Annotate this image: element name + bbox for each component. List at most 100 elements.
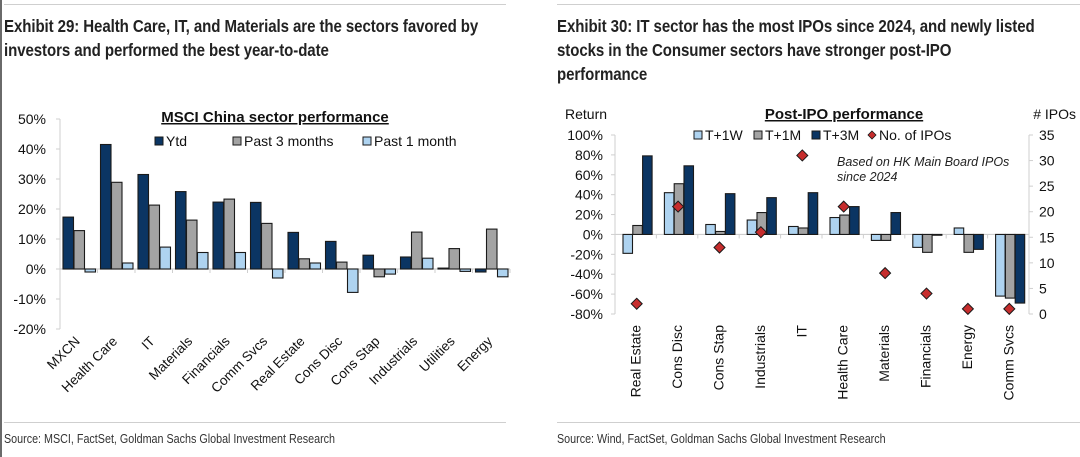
bar-past-3-months-materials <box>185 219 198 270</box>
annotation-line-1: Based on HK Main Board IPOs <box>837 155 1009 169</box>
post-ipo-performance-chart: Return # IPOs Post-IPO performance T+1W T… <box>565 106 1076 401</box>
legend: T+1W T+1M T+3M No. of IPOs <box>693 127 951 143</box>
y-tick-label: 0% <box>26 261 46 277</box>
ipo-count-marker-energy <box>961 302 975 316</box>
bar-t-3m-health-care <box>849 206 860 235</box>
chart-title: Post-IPO performance <box>765 106 923 123</box>
exhibit-30-title-line-3: performance <box>557 64 648 84</box>
x-tick-label: Comm Svcs <box>1000 325 1016 400</box>
x-tick-label: Materials <box>876 325 892 382</box>
x-tick-label: IT <box>139 334 158 353</box>
exhibit-30-title-line-1: Exhibit 30: IT sector has the most IPOs … <box>557 16 1035 36</box>
bar-ytd-real-estate <box>287 231 300 270</box>
x-tick-label: Energy <box>959 325 975 369</box>
ipo-count-marker-materials <box>878 266 892 280</box>
y-tick-label: -10% <box>13 291 46 307</box>
bar-past-1-month-utilities <box>459 268 472 272</box>
legend-label-past-1-month: Past 1 month <box>374 133 457 149</box>
y2-tick-label: 15 <box>1039 229 1055 245</box>
x-tick-label: Industrials <box>752 325 768 389</box>
bar-past-1-month-mxcn <box>84 268 97 273</box>
exhibit-30-panel: Exhibit 30: IT sector has the most IPOs … <box>557 0 1080 457</box>
ipo-count-marker-comm-svcs <box>1003 302 1016 316</box>
y-tick-label: 10% <box>18 231 46 247</box>
annotation-line-2: since 2024 <box>837 170 898 184</box>
bar-t-1w-financials <box>912 233 923 248</box>
exhibit-29-title-line-1: Exhibit 29: Health Care, IT, and Materia… <box>4 16 479 36</box>
x-tick-label: Utilities <box>416 333 458 375</box>
bar-past-1-month-energy <box>496 268 509 278</box>
bar-ytd-materials <box>174 191 187 270</box>
y-tick-label: -80% <box>570 306 603 322</box>
bar-t-3m-cons-disc <box>683 165 695 235</box>
bar-t-1w-comm-svcs <box>995 233 1006 297</box>
exhibit-30-source: Source: Wind, FactSet, Goldman Sachs Glo… <box>557 432 886 446</box>
bar-past-3-months-comm-svcs <box>260 222 273 270</box>
bar-past-1-month-real-estate <box>309 262 322 270</box>
bar-t-3m-industrials <box>766 197 777 235</box>
x-tick-label: Real Estate <box>628 325 644 398</box>
y-tick-label: -40% <box>570 266 603 282</box>
legend-label-ytd: Ytd <box>166 133 187 149</box>
y2-tick-label: 5 <box>1039 280 1047 296</box>
bar-t-1m-materials <box>880 233 892 241</box>
y-axis-right: 35 30 25 20 15 10 5 0 <box>1028 127 1055 322</box>
ipo-count-marker-financials <box>920 287 933 300</box>
bar-past-1-month-cons-disc <box>346 268 359 293</box>
bar-ytd-mxcn <box>62 216 75 270</box>
ipo-count-marker-real-estate <box>630 297 643 310</box>
bottom-divider <box>557 422 1080 423</box>
y2-tick-label: 30 <box>1039 153 1055 169</box>
ipo-count-marker-cons-disc <box>671 200 685 213</box>
bar-past-3-months-utilities <box>448 248 461 270</box>
x-tick-label: Financials <box>918 325 934 388</box>
y2-tick-label: 35 <box>1039 127 1055 143</box>
bar-t-3m-comm-svcs <box>1014 233 1026 304</box>
exhibit-29-source: Source: MSCI, FactSet, Goldman Sachs Glo… <box>4 432 336 446</box>
bar-t-1w-it <box>788 225 799 235</box>
y-tick-label: 0% <box>583 226 603 242</box>
x-tick-label: IT <box>793 325 809 338</box>
bar-t-3m-financials <box>931 233 943 236</box>
bar-past-3-months-cons-stap <box>373 268 386 278</box>
legend-label-t-1w: T+1W <box>705 127 744 143</box>
legend-label-past-3-months: Past 3 months <box>244 133 334 149</box>
bar-t-1w-health-care <box>829 216 841 235</box>
bar-t-1m-real-estate <box>632 224 643 235</box>
top-divider <box>557 4 1080 5</box>
bar-ytd-health-care <box>99 143 112 270</box>
bar-past-1-month-materials <box>196 251 209 270</box>
ipo-count-marker-it <box>796 149 809 162</box>
bar-past-3-months-it <box>148 204 161 270</box>
y-axis: 50% 40% 30% 20% 10% 0% -10% -20% <box>13 111 511 337</box>
bar-t-1m-health-care <box>839 214 850 235</box>
bar-t-1m-comm-svcs <box>1004 233 1016 299</box>
y-tick-label: -20% <box>570 246 603 262</box>
bar-t-3m-real-estate <box>642 155 653 235</box>
bars <box>62 143 509 293</box>
bar-past-1-month-industrials <box>421 257 434 270</box>
bar-past-1-month-comm-svcs <box>271 268 284 279</box>
y2-tick-label: 0 <box>1039 306 1047 322</box>
y-tick-label: 60% <box>575 167 603 183</box>
bar-past-3-months-mxcn <box>73 230 86 270</box>
legend-swatch-t-3m <box>811 130 821 140</box>
bars <box>622 155 1026 304</box>
x-axis: Real Estate Cons Disc Cons Stap Industrials… <box>628 325 1017 401</box>
bar-past-3-months-financials <box>223 198 236 270</box>
bar-t-3m-materials <box>890 212 902 235</box>
y-axis-left: 100% 80% 60% 40% 20% 0% -20% -40% -60% -80% <box>567 127 1030 322</box>
bar-ytd-industrials <box>399 256 412 270</box>
x-tick-label: Cons Disc <box>669 325 685 389</box>
y-tick-label: 30% <box>18 171 46 187</box>
ipo-count-markers <box>630 149 1016 316</box>
y-tick-label: -60% <box>570 286 603 302</box>
legend: Ytd Past 3 months Past 1 month <box>154 133 457 149</box>
bar-t-3m-it <box>807 192 819 235</box>
bar-t-1w-cons-stap <box>705 223 716 235</box>
legend-label-no-of-ipos: No. of IPOs <box>879 127 951 143</box>
bar-t-1m-energy <box>963 233 975 253</box>
y-axis-label: Return <box>565 106 607 122</box>
bar-ytd-cons-disc <box>324 240 337 270</box>
